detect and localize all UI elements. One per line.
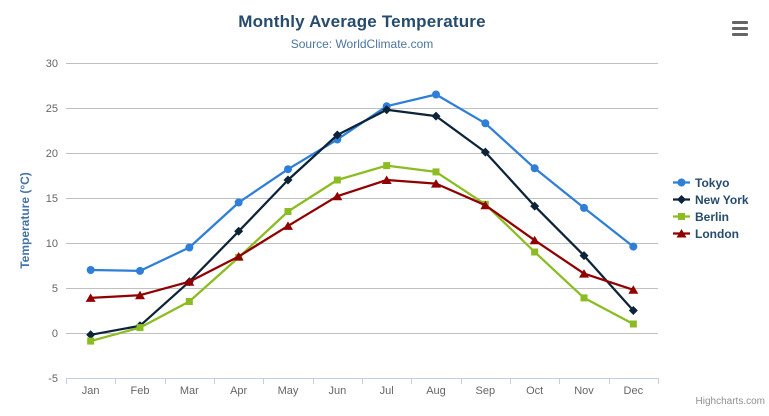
x-axis-label-mar: Mar <box>180 385 199 397</box>
legend-item-berlin[interactable]: Berlin <box>673 208 749 225</box>
hamburger-menu-icon <box>732 21 748 24</box>
x-axis-label-oct: Oct <box>526 385 543 397</box>
marker-berlin-jul[interactable] <box>383 162 391 170</box>
export-menu-button[interactable] <box>728 17 753 40</box>
marker-london-feb[interactable] <box>135 290 145 300</box>
legend-marker-circle-icon <box>673 178 690 187</box>
marker-berlin-mar[interactable] <box>185 298 193 305</box>
hamburger-menu-icon <box>732 27 748 30</box>
series-london <box>85 175 639 302</box>
marker-new-york-sep[interactable] <box>480 147 490 157</box>
marker-tokyo-aug[interactable] <box>432 90 440 99</box>
marker-new-york-apr[interactable] <box>234 226 244 236</box>
legend-label: London <box>695 226 739 241</box>
credits-link[interactable]: Highcharts.com <box>695 396 765 407</box>
marker-berlin-jan[interactable] <box>87 337 95 345</box>
legend-item-tokyo[interactable]: Tokyo <box>673 174 749 191</box>
y-axis-label-20: 20 <box>46 148 58 160</box>
legend-marker-shape <box>676 229 687 238</box>
series-line-new-york <box>89 108 635 336</box>
marker-tokyo-sep[interactable] <box>481 119 490 128</box>
y-axis-label-10: 10 <box>46 238 58 250</box>
legend-label: Tokyo <box>695 175 730 190</box>
marker-tokyo-apr[interactable] <box>234 198 243 207</box>
marker-tokyo-dec[interactable] <box>629 242 638 251</box>
series-line-london <box>89 178 635 300</box>
x-axis-label-jul: Jul <box>380 385 394 397</box>
x-axis-label-jan: Jan <box>82 385 100 397</box>
x-axis-label-sep: Sep <box>476 385 496 397</box>
marker-new-york-aug[interactable] <box>431 111 441 121</box>
marker-berlin-nov[interactable] <box>580 294 588 302</box>
marker-new-york-nov[interactable] <box>579 251 589 261</box>
legend-marker-triangle-icon <box>673 229 690 238</box>
marker-london-nov[interactable] <box>579 269 589 278</box>
chart-title: Monthly Average Temperature <box>238 12 486 31</box>
legend-marker-shape <box>677 195 686 204</box>
marker-tokyo-oct[interactable] <box>530 164 539 173</box>
legend-label: New York <box>695 192 749 207</box>
marker-new-york-jan[interactable] <box>86 330 96 340</box>
marker-london-may[interactable] <box>283 221 293 230</box>
y-axis-title: Temperature (°C) <box>18 172 32 269</box>
legend-marker-shape <box>677 178 686 187</box>
marker-tokyo-feb[interactable] <box>136 266 144 275</box>
legend: Tokyo New York Berlin London <box>673 174 749 242</box>
marker-london-apr[interactable] <box>233 252 244 261</box>
x-axis-label-apr: Apr <box>230 385 247 397</box>
y-axis-label-15: 15 <box>46 193 58 205</box>
legend-marker-square-icon <box>673 213 690 220</box>
marker-berlin-feb[interactable] <box>136 324 144 332</box>
x-axis-label-jun: Jun <box>328 385 346 397</box>
marker-new-york-may[interactable] <box>283 175 293 185</box>
series-line-tokyo <box>89 93 635 273</box>
marker-berlin-aug[interactable] <box>432 168 440 176</box>
marker-new-york-jul[interactable] <box>382 105 392 115</box>
y-axis-label--5: -5 <box>48 373 58 385</box>
series-line-berlin <box>89 164 635 343</box>
series-tokyo <box>86 90 638 275</box>
marker-tokyo-nov[interactable] <box>580 203 588 212</box>
y-axis-label-30: 30 <box>46 58 58 70</box>
marker-london-sep[interactable] <box>480 200 491 210</box>
hamburger-menu-icon <box>732 33 748 36</box>
marker-berlin-jun[interactable] <box>333 176 341 184</box>
legend-item-london[interactable]: London <box>673 225 749 242</box>
marker-london-oct[interactable] <box>529 235 540 245</box>
y-axis-label-0: 0 <box>52 328 58 340</box>
marker-tokyo-jan[interactable] <box>86 266 95 274</box>
legend-label: Berlin <box>695 209 730 224</box>
marker-tokyo-mar[interactable] <box>185 243 194 252</box>
marker-new-york-oct[interactable] <box>530 201 540 211</box>
marker-london-aug[interactable] <box>431 179 441 188</box>
y-axis-label-25: 25 <box>46 103 58 115</box>
y-axis-label-5: 5 <box>52 283 58 295</box>
x-axis-label-may: May <box>278 385 299 397</box>
chart-subtitle: Source: WorldClimate.com <box>290 37 434 51</box>
marker-london-dec[interactable] <box>628 285 639 294</box>
marker-berlin-may[interactable] <box>284 208 292 215</box>
legend-item-new-york[interactable]: New York <box>673 191 749 208</box>
marker-london-jan[interactable] <box>85 293 96 302</box>
series-new-york <box>86 105 638 340</box>
x-axis-label-nov: Nov <box>574 385 594 397</box>
marker-berlin-oct[interactable] <box>531 248 539 256</box>
marker-berlin-dec[interactable] <box>629 320 637 328</box>
x-axis-label-dec: Dec <box>624 385 644 397</box>
marker-new-york-jun[interactable] <box>332 130 342 140</box>
marker-london-jul[interactable] <box>381 175 392 185</box>
marker-new-york-dec[interactable] <box>628 306 638 315</box>
x-axis-label-feb: Feb <box>131 385 150 397</box>
marker-london-jun[interactable] <box>332 191 343 201</box>
legend-marker-shape <box>678 213 685 220</box>
marker-tokyo-may[interactable] <box>284 165 292 174</box>
x-axis-label-aug: Aug <box>426 385 446 397</box>
marker-london-mar[interactable] <box>184 277 195 286</box>
legend-marker-diamond-icon <box>673 195 690 204</box>
